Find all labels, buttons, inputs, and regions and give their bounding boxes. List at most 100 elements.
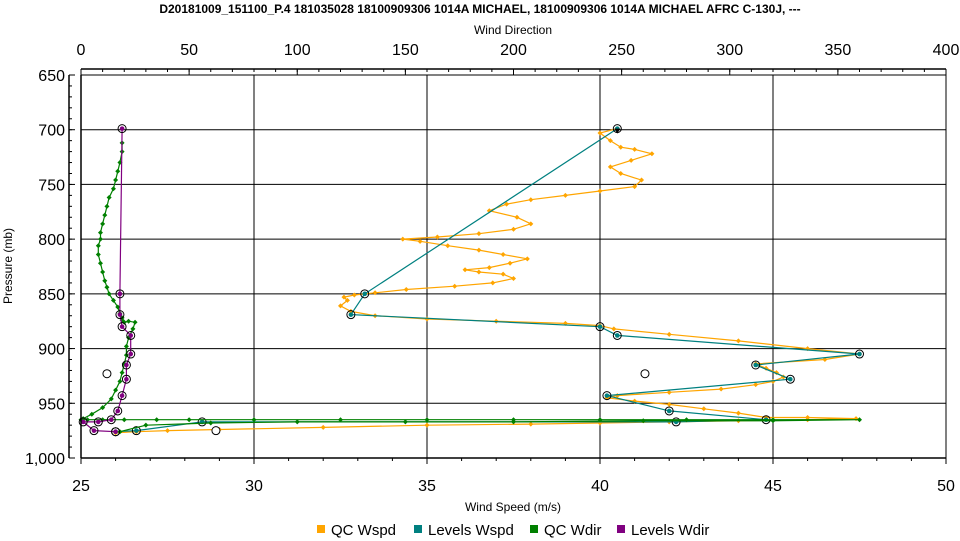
- data-point-qc-wspd: [597, 130, 603, 136]
- data-point-qc-wspd: [632, 184, 638, 190]
- data-point-qc-wspd: [528, 197, 534, 203]
- marker-open-circle: [211, 426, 221, 436]
- x2-tick-label: 100: [284, 42, 311, 59]
- data-point-ring-levels-wspd: [855, 349, 864, 359]
- x2-tick-label: 50: [180, 42, 198, 59]
- data-point-qc-wspd: [320, 424, 326, 430]
- data-point-qc-wdir: [100, 269, 106, 275]
- data-point-qc-wspd: [434, 234, 440, 240]
- data-point-qc-wspd: [500, 251, 506, 257]
- data-point-qc-wdir: [684, 417, 689, 423]
- data-point-ring-levels-wspd: [664, 406, 674, 416]
- data-point-qc-wdir: [251, 417, 257, 423]
- data-point-ring-levels-wdir: [113, 406, 123, 416]
- data-point-qc-wdir: [106, 291, 112, 297]
- y-tick-label: 900: [38, 342, 65, 359]
- data-point-levels-wdir: [117, 291, 123, 297]
- x-tick-label: 30: [245, 478, 263, 495]
- y-tick-label: 1,000: [25, 451, 65, 468]
- x-tick-label: 35: [418, 478, 436, 495]
- data-point-ring-levels-wspd: [131, 426, 141, 436]
- x2-tick-label: 250: [608, 42, 635, 59]
- legend-label-levels-wdir: Levels Wdir: [631, 522, 709, 539]
- data-point-ring-levels-wdir: [117, 322, 127, 332]
- x-tick-label: 25: [72, 478, 90, 495]
- data-point-qc-wdir: [121, 319, 127, 325]
- y-tick-label: 950: [38, 396, 65, 413]
- x2-axis-label: Wind Direction: [474, 23, 552, 37]
- data-point-ring-levels-wdir: [106, 415, 116, 425]
- data-point-levels-wdir: [113, 429, 118, 435]
- grid: [81, 75, 946, 458]
- legend-item-qc-wspd[interactable]: QC Wspd: [317, 522, 396, 539]
- legend-swatch-qc-wdir: [530, 525, 538, 533]
- data-point-qc-wdir: [511, 419, 516, 425]
- data-point-levels-wspd: [666, 408, 672, 414]
- data-point-ring-levels-wdir: [78, 417, 88, 427]
- launch-marker: [614, 128, 621, 134]
- data-point-qc-wdir: [95, 243, 101, 249]
- data-point-qc-wspd: [597, 188, 603, 194]
- data-point-qc-wspd: [476, 269, 482, 275]
- data-point-qc-wspd: [753, 382, 759, 388]
- data-point-ring-levels-wspd: [360, 289, 370, 299]
- data-point-ring-levels-wdir: [121, 374, 131, 384]
- data-point-ring-levels-wspd: [612, 330, 622, 340]
- data-point-qc-wspd: [735, 338, 741, 344]
- x2-tick-label: 300: [716, 42, 743, 59]
- data-point-qc-wspd: [528, 421, 534, 427]
- legend-label-qc-wdir: QC Wdir: [544, 522, 602, 539]
- data-point-qc-wspd: [445, 243, 451, 249]
- y-tick-label: 650: [38, 68, 65, 85]
- data-point-ring-levels-wspd: [671, 417, 681, 427]
- legend-swatch-levels-wspd: [414, 525, 422, 533]
- data-point-qc-wspd: [701, 406, 707, 412]
- data-point-levels-wdir: [96, 419, 101, 425]
- data-point-ring-levels-wdir: [93, 417, 103, 427]
- data-point-qc-wspd: [618, 170, 624, 176]
- data-point-ring-levels-wdir: [111, 427, 121, 437]
- legend-item-levels-wdir[interactable]: Levels Wdir: [617, 522, 709, 539]
- data-point-qc-wspd: [607, 164, 613, 170]
- data-point-levels-wdir: [115, 408, 121, 414]
- x-tick-label: 45: [764, 478, 782, 495]
- data-point-qc-wdir: [294, 419, 300, 425]
- data-point-ring-levels-wdir: [115, 310, 125, 320]
- data-point-levels-wspd: [362, 291, 368, 297]
- data-point-qc-wspd: [462, 267, 468, 273]
- data-point-qc-wspd: [486, 265, 492, 271]
- axes: 25 30 35 40 45 50 0 50 100 150 200 250 300 350 400 650 7…: [25, 42, 959, 495]
- data-point-ring-levels-wdir: [126, 330, 136, 340]
- data-point-qc-wspd: [476, 231, 482, 237]
- data-point-qc-wdir: [84, 417, 90, 423]
- data-point-qc-wdir: [123, 343, 129, 349]
- legend-item-qc-wdir[interactable]: QC Wdir: [530, 522, 602, 539]
- data-point-qc-wdir: [424, 417, 430, 423]
- data-point-levels-wspd: [857, 351, 862, 357]
- data-point-qc-wspd: [628, 157, 634, 163]
- data-point-qc-wdir: [113, 177, 119, 183]
- data-point-qc-wdir: [95, 251, 101, 257]
- x2-tick-label: 200: [500, 42, 527, 59]
- data-point-qc-wdir: [115, 168, 121, 174]
- data-point-qc-wspd: [632, 146, 638, 152]
- data-point-qc-wspd: [341, 294, 347, 300]
- data-point-ring-levels-wspd: [602, 391, 612, 401]
- data-point-qc-wdir: [770, 418, 776, 424]
- data-point-qc-wdir: [100, 221, 106, 227]
- data-point-levels-wdir: [119, 393, 125, 398]
- y-tick-label: 700: [38, 123, 65, 140]
- data-point-qc-wdir: [126, 318, 132, 324]
- legend-swatch-qc-wspd: [317, 525, 325, 533]
- data-point-qc-wspd: [452, 283, 458, 289]
- data-point-levels-wspd: [615, 333, 620, 338]
- legend-item-levels-wspd[interactable]: Levels Wspd: [414, 522, 514, 539]
- x-tick-label: 50: [937, 478, 955, 495]
- x2-tick-label: 0: [77, 42, 86, 59]
- data-point-levels-wspd: [604, 393, 610, 398]
- data-point-qc-wspd: [718, 386, 724, 392]
- data-point-levels-wdir: [124, 376, 129, 382]
- data-point-qc-wdir: [208, 420, 214, 426]
- data-point-qc-wspd: [666, 331, 672, 337]
- data-point-qc-wdir: [102, 278, 108, 284]
